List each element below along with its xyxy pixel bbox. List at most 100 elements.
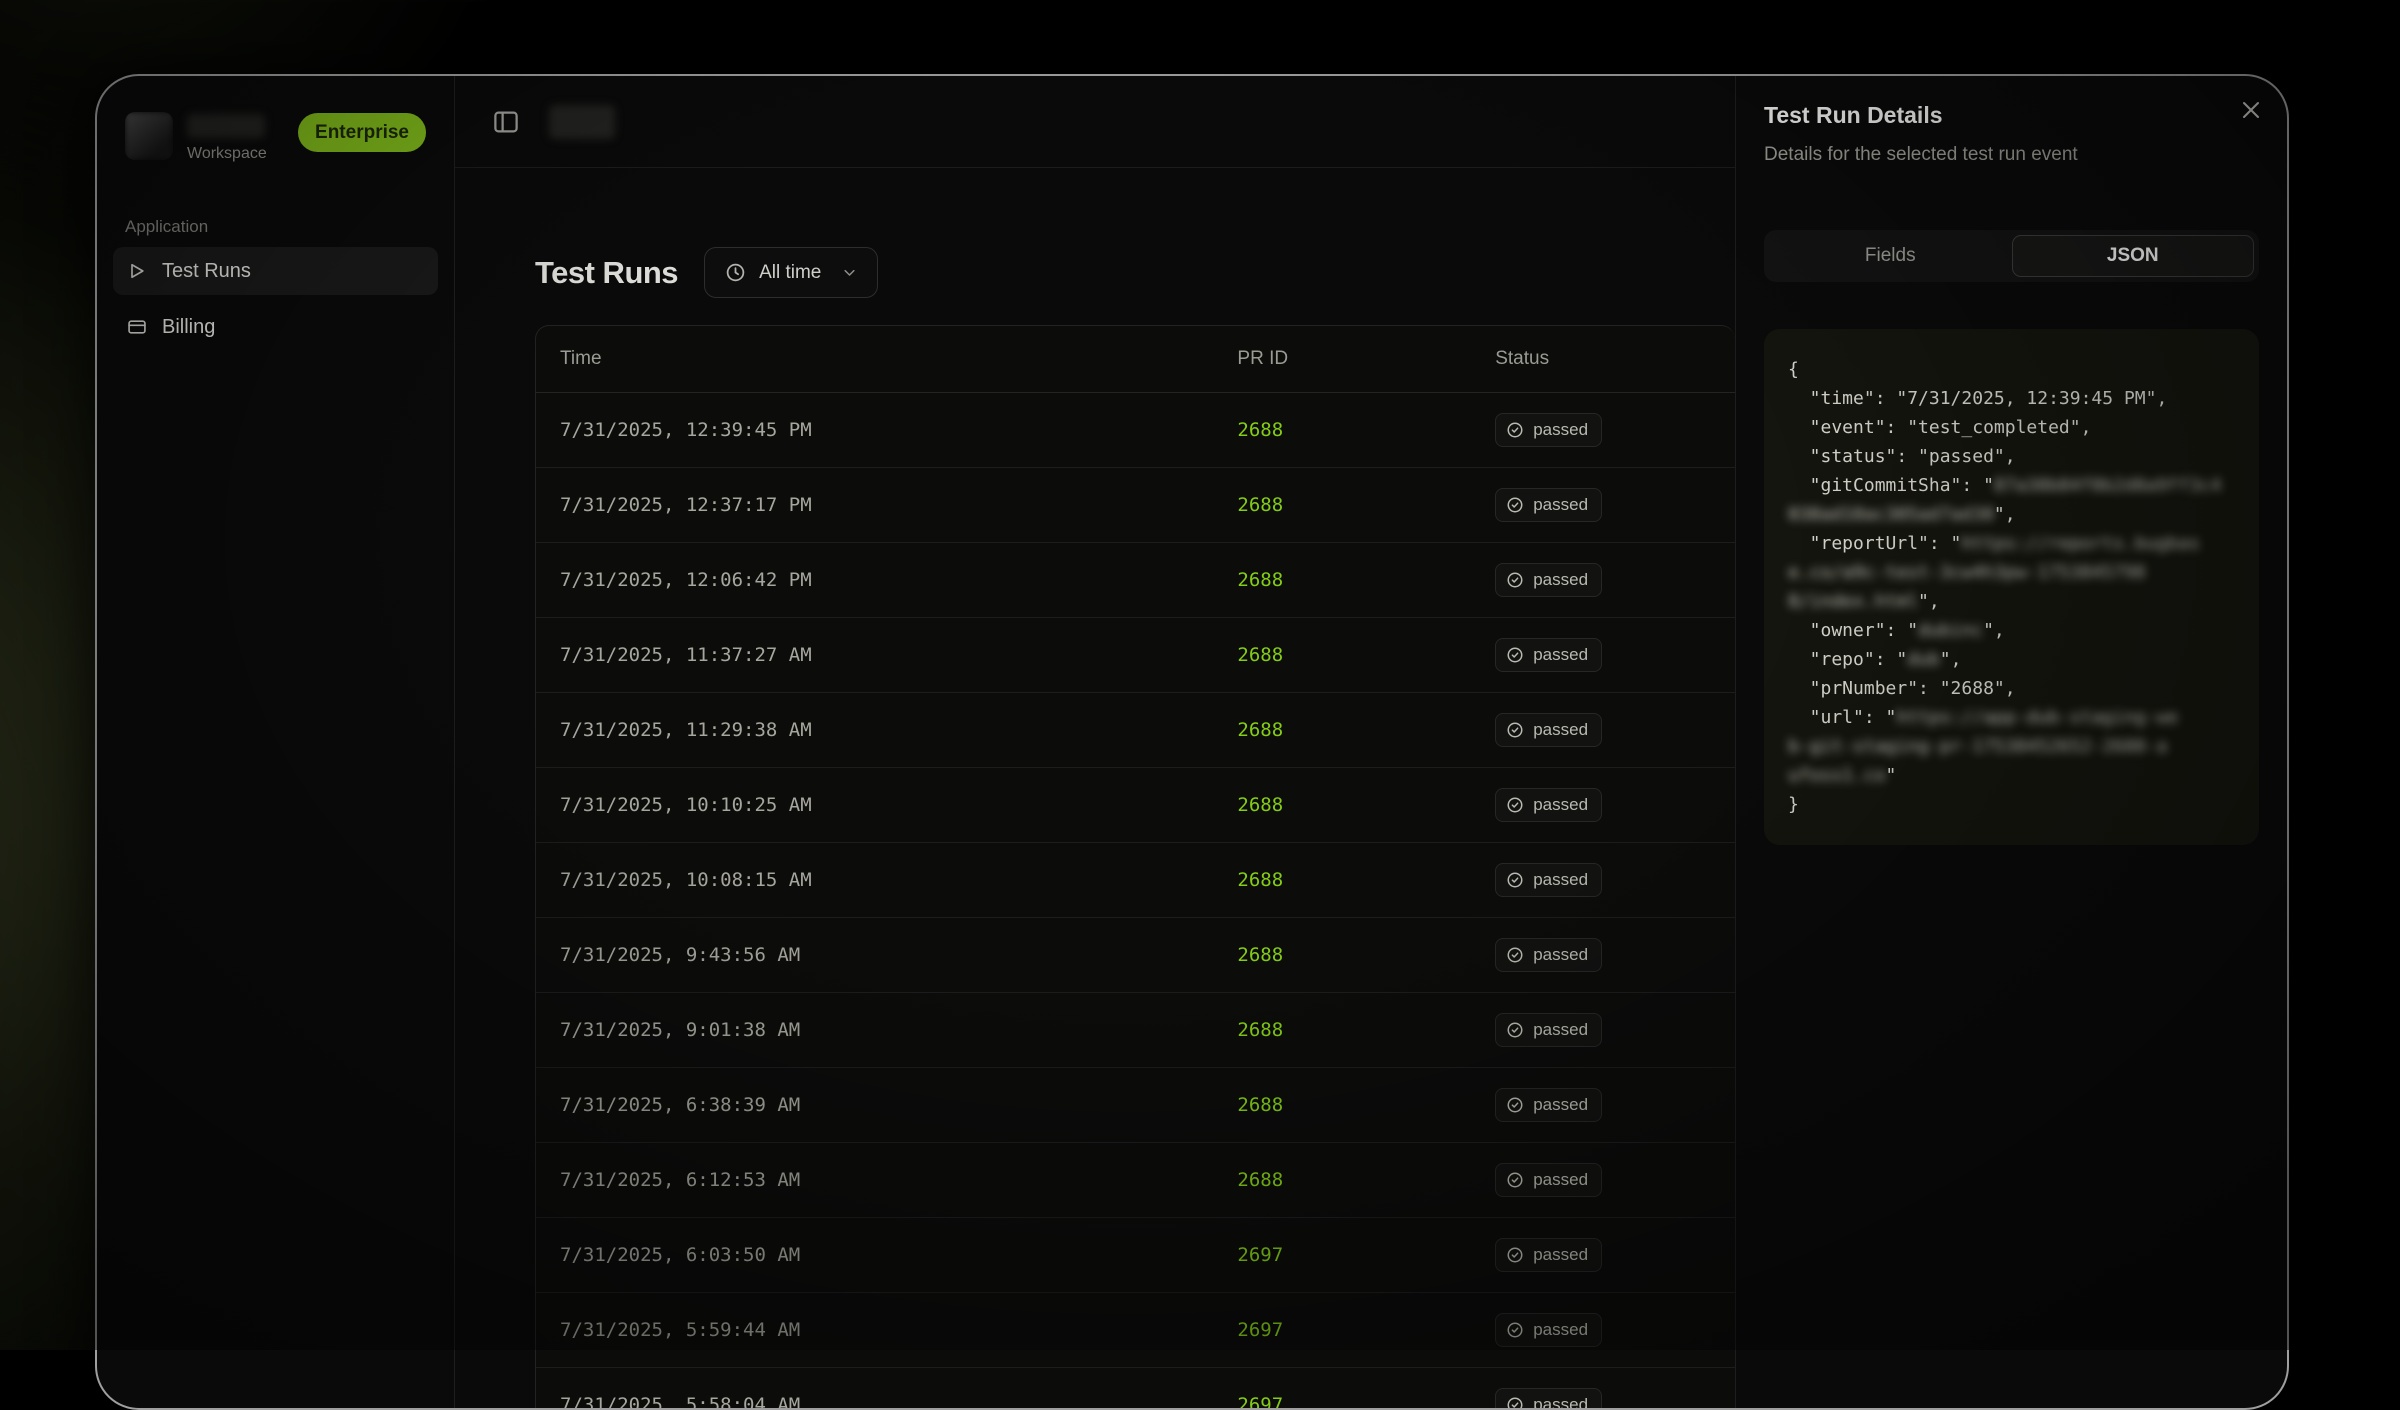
- cell-time: 7/31/2025, 5:59:44 AM: [536, 1293, 1213, 1368]
- pr-id-link[interactable]: 2697: [1237, 1244, 1283, 1266]
- table-row[interactable]: 7/31/2025, 12:37:17 PM 2688 passed: [536, 468, 1735, 543]
- column-header-pr-id: PR ID: [1213, 326, 1471, 393]
- workspace-subtitle: Workspace: [187, 145, 284, 163]
- circle-check-icon: [1506, 1021, 1524, 1039]
- status-badge: passed: [1495, 938, 1602, 972]
- status-badge: passed: [1495, 788, 1602, 822]
- status-badge: passed: [1495, 413, 1602, 447]
- workspace-logo: [125, 112, 173, 160]
- pr-id-link[interactable]: 2688: [1237, 1019, 1283, 1041]
- chevron-down-icon: [842, 265, 857, 280]
- table-row[interactable]: 7/31/2025, 6:38:39 AM 2688 passed: [536, 1068, 1735, 1143]
- details-tabs: Fields JSON: [1764, 230, 2259, 282]
- circle-check-icon: [1506, 1396, 1524, 1410]
- test-run-details-panel: Test Run Details Details for the selecte…: [1735, 76, 2287, 1408]
- status-label: passed: [1533, 495, 1588, 515]
- json-code: { "time": "7/31/2025, 12:39:45 PM", "eve…: [1764, 329, 2259, 845]
- time-filter-dropdown[interactable]: All time: [704, 247, 878, 298]
- circle-check-icon: [1506, 496, 1524, 514]
- table-row[interactable]: 7/31/2025, 12:39:45 PM 2688 passed: [536, 393, 1735, 468]
- cell-time: 7/31/2025, 11:37:27 AM: [536, 618, 1213, 693]
- status-label: passed: [1533, 1245, 1588, 1265]
- cell-time: 7/31/2025, 12:39:45 PM: [536, 393, 1213, 468]
- table-row[interactable]: 7/31/2025, 6:12:53 AM 2688 passed: [536, 1143, 1735, 1218]
- table-row[interactable]: 7/31/2025, 9:43:56 AM 2688 passed: [536, 918, 1735, 993]
- pr-id-link[interactable]: 2688: [1237, 1094, 1283, 1116]
- main-header: [455, 76, 1735, 168]
- table-row[interactable]: 7/31/2025, 5:58:04 AM 2697 passed: [536, 1368, 1735, 1410]
- close-panel-button[interactable]: [2239, 98, 2263, 122]
- table-row[interactable]: 7/31/2025, 10:08:15 AM 2688 passed: [536, 843, 1735, 918]
- pr-id-link[interactable]: 2688: [1237, 419, 1283, 441]
- table-row[interactable]: 7/31/2025, 9:01:38 AM 2688 passed: [536, 993, 1735, 1068]
- status-badge: passed: [1495, 1163, 1602, 1197]
- page-title: Test Runs: [535, 255, 678, 291]
- table-row[interactable]: 7/31/2025, 11:29:38 AM 2688 passed: [536, 693, 1735, 768]
- status-label: passed: [1533, 1020, 1588, 1040]
- pr-id-link[interactable]: 2697: [1237, 1319, 1283, 1341]
- pr-id-link[interactable]: 2688: [1237, 944, 1283, 966]
- status-badge: passed: [1495, 1088, 1602, 1122]
- test-runs-table-body: 7/31/2025, 12:39:45 PM 2688 passed 7/31/…: [536, 393, 1735, 1410]
- cell-time: 7/31/2025, 6:03:50 AM: [536, 1218, 1213, 1293]
- circle-check-icon: [1506, 1171, 1524, 1189]
- status-label: passed: [1533, 570, 1588, 590]
- pr-id-link[interactable]: 2697: [1237, 1394, 1283, 1410]
- workspace-switcher[interactable]: Workspace Enterprise: [113, 112, 438, 163]
- header-title-redacted: [549, 105, 615, 139]
- pr-id-link[interactable]: 2688: [1237, 869, 1283, 891]
- pr-id-link[interactable]: 2688: [1237, 494, 1283, 516]
- cell-time: 7/31/2025, 12:06:42 PM: [536, 543, 1213, 618]
- status-badge: passed: [1495, 1388, 1602, 1410]
- status-label: passed: [1533, 945, 1588, 965]
- time-filter-label: All time: [759, 262, 821, 284]
- main-column: Test Runs All time Time PR: [455, 76, 1735, 1408]
- sidebar-item-label: Billing: [162, 316, 215, 339]
- circle-check-icon: [1506, 796, 1524, 814]
- cell-time: 7/31/2025, 11:29:38 AM: [536, 693, 1213, 768]
- tab-fields[interactable]: Fields: [1769, 235, 2012, 277]
- plan-badge: Enterprise: [298, 113, 426, 152]
- app-window: Workspace Enterprise Application Test Ru…: [95, 74, 2289, 1410]
- sidebar-item-billing[interactable]: Billing: [113, 303, 438, 351]
- sidebar-item-test-runs[interactable]: Test Runs: [113, 247, 438, 295]
- cell-time: 7/31/2025, 10:08:15 AM: [536, 843, 1213, 918]
- status-label: passed: [1533, 645, 1588, 665]
- test-runs-table-card: Time PR ID Status 7/31/2025, 12:39:45 PM…: [535, 325, 1735, 1410]
- status-label: passed: [1533, 420, 1588, 440]
- pr-id-link[interactable]: 2688: [1237, 569, 1283, 591]
- main-content: Test Runs All time Time PR: [455, 168, 1735, 1410]
- close-icon: [2239, 98, 2263, 122]
- panel-left-icon: [491, 107, 521, 137]
- table-row[interactable]: 7/31/2025, 6:03:50 AM 2697 passed: [536, 1218, 1735, 1293]
- test-runs-table: Time PR ID Status 7/31/2025, 12:39:45 PM…: [536, 326, 1735, 1410]
- column-header-time: Time: [536, 326, 1213, 393]
- sidebar: Workspace Enterprise Application Test Ru…: [97, 76, 455, 1408]
- cell-time: 7/31/2025, 10:10:25 AM: [536, 768, 1213, 843]
- circle-check-icon: [1506, 721, 1524, 739]
- workspace-meta: Workspace: [187, 112, 284, 163]
- table-row[interactable]: 7/31/2025, 12:06:42 PM 2688 passed: [536, 543, 1735, 618]
- table-row[interactable]: 7/31/2025, 10:10:25 AM 2688 passed: [536, 768, 1735, 843]
- circle-check-icon: [1506, 871, 1524, 889]
- credit-card-icon: [127, 317, 147, 337]
- circle-check-icon: [1506, 421, 1524, 439]
- cell-time: 7/31/2025, 9:43:56 AM: [536, 918, 1213, 993]
- panel-subtitle: Details for the selected test run event: [1764, 144, 2259, 166]
- table-row[interactable]: 7/31/2025, 5:59:44 AM 2697 passed: [536, 1293, 1735, 1368]
- sidebar-section-label: Application: [125, 217, 426, 237]
- tab-json[interactable]: JSON: [2012, 235, 2255, 277]
- circle-check-icon: [1506, 946, 1524, 964]
- status-badge: passed: [1495, 488, 1602, 522]
- pr-id-link[interactable]: 2688: [1237, 1169, 1283, 1191]
- status-badge: passed: [1495, 563, 1602, 597]
- cell-time: 7/31/2025, 6:12:53 AM: [536, 1143, 1213, 1218]
- status-badge: passed: [1495, 1013, 1602, 1047]
- pr-id-link[interactable]: 2688: [1237, 794, 1283, 816]
- pr-id-link[interactable]: 2688: [1237, 719, 1283, 741]
- status-badge: passed: [1495, 638, 1602, 672]
- sidebar-toggle-button[interactable]: [491, 107, 521, 137]
- cell-time: 7/31/2025, 9:01:38 AM: [536, 993, 1213, 1068]
- table-row[interactable]: 7/31/2025, 11:37:27 AM 2688 passed: [536, 618, 1735, 693]
- pr-id-link[interactable]: 2688: [1237, 644, 1283, 666]
